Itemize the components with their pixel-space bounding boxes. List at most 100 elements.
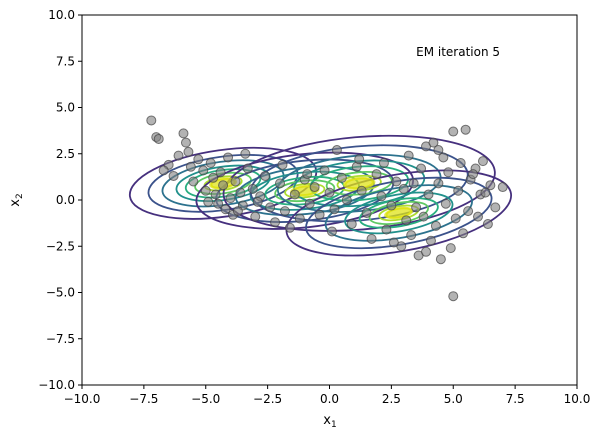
data-point	[445, 243, 456, 254]
data-point	[411, 202, 422, 213]
data-point	[455, 158, 466, 168]
x-tick-label: 2.5	[382, 392, 401, 406]
x-tick-label: 10.0	[564, 392, 591, 406]
data-point	[240, 148, 251, 159]
data-point	[463, 206, 474, 217]
x-tick-label: −2.5	[253, 392, 282, 406]
data-point	[453, 185, 464, 196]
data-point	[329, 204, 340, 215]
data-point	[205, 158, 216, 168]
plot-frame	[81, 14, 578, 386]
data-point	[435, 254, 446, 265]
data-point	[388, 237, 399, 248]
annotation-text: EM iteration 5	[416, 45, 500, 59]
data-point	[438, 152, 449, 163]
data-point	[185, 161, 196, 172]
data-point	[378, 158, 389, 168]
data-point	[232, 206, 243, 217]
data-point	[220, 204, 231, 215]
data-point	[391, 176, 402, 187]
data-point	[477, 156, 488, 167]
data-point	[247, 183, 258, 194]
x-tick-label: −10.0	[64, 392, 101, 406]
data-point	[188, 176, 199, 187]
data-point	[260, 170, 271, 181]
data-point	[485, 180, 496, 191]
data-point	[458, 228, 469, 239]
contour-c4-level-4	[344, 191, 454, 235]
data-point	[361, 207, 372, 218]
data-point	[289, 189, 300, 200]
data-point	[428, 137, 439, 148]
data-point	[416, 163, 427, 174]
data-point	[284, 222, 295, 233]
y-axis-label: x2	[8, 193, 25, 206]
data-point	[381, 224, 392, 235]
data-point	[304, 198, 315, 209]
data-point	[497, 182, 508, 193]
data-point	[460, 124, 471, 135]
contour-c4-level-6	[368, 200, 430, 225]
contour-c4-level-1	[285, 169, 513, 257]
data-point	[341, 195, 352, 205]
data-point	[235, 187, 246, 198]
data-point	[480, 187, 491, 198]
data-point	[386, 200, 397, 211]
data-point	[371, 169, 382, 180]
data-point	[433, 178, 444, 189]
data-point	[440, 198, 451, 209]
data-point	[366, 233, 377, 244]
data-point	[279, 206, 290, 217]
x-tick-label: −5.0	[191, 392, 220, 406]
data-point	[146, 115, 157, 126]
data-point	[433, 145, 444, 156]
data-point	[336, 172, 347, 183]
data-point	[225, 193, 236, 204]
data-point	[294, 213, 305, 224]
data-point	[275, 178, 285, 189]
data-point	[448, 126, 459, 137]
data-point	[215, 167, 226, 178]
data-point	[270, 217, 281, 228]
data-point	[180, 137, 191, 148]
data-point	[223, 152, 234, 163]
data-point	[376, 191, 387, 202]
data-point	[218, 180, 229, 191]
y-tick-label: 0.0	[56, 193, 75, 207]
data-point	[408, 178, 419, 189]
data-point	[403, 150, 414, 161]
y-tick-label: −5.0	[46, 286, 75, 300]
y-tick-label: 2.5	[56, 147, 75, 161]
data-point	[421, 246, 432, 257]
data-point	[198, 165, 209, 176]
data-point	[158, 165, 169, 176]
contour-c4-level-3	[324, 184, 473, 242]
data-point	[302, 169, 313, 180]
data-point	[208, 172, 219, 183]
data-point	[406, 230, 417, 241]
data-point	[153, 133, 164, 144]
y-tick-label: 7.5	[56, 54, 75, 68]
data-point	[183, 146, 194, 157]
contour-peak-c3	[342, 176, 376, 190]
data-point	[430, 220, 441, 231]
data-point	[473, 211, 483, 222]
y-tick-label: −7.5	[46, 332, 75, 346]
data-point	[490, 202, 501, 213]
data-point	[178, 128, 189, 139]
contour-c3-level-1	[222, 134, 496, 232]
data-point	[309, 182, 320, 193]
y-axis: −10.0 −7.5 −5.0 −2.5 0.0 2.5 5.0 7.5 10.0	[38, 8, 82, 392]
data-point	[173, 150, 184, 161]
data-point	[210, 189, 221, 200]
data-point	[356, 185, 367, 196]
data-point	[213, 198, 224, 209]
x-tick-label: 0.0	[320, 392, 339, 406]
data-point	[252, 196, 263, 207]
data-point	[324, 187, 335, 198]
data-point	[265, 202, 276, 213]
data-point	[398, 183, 409, 194]
data-point	[401, 215, 412, 226]
